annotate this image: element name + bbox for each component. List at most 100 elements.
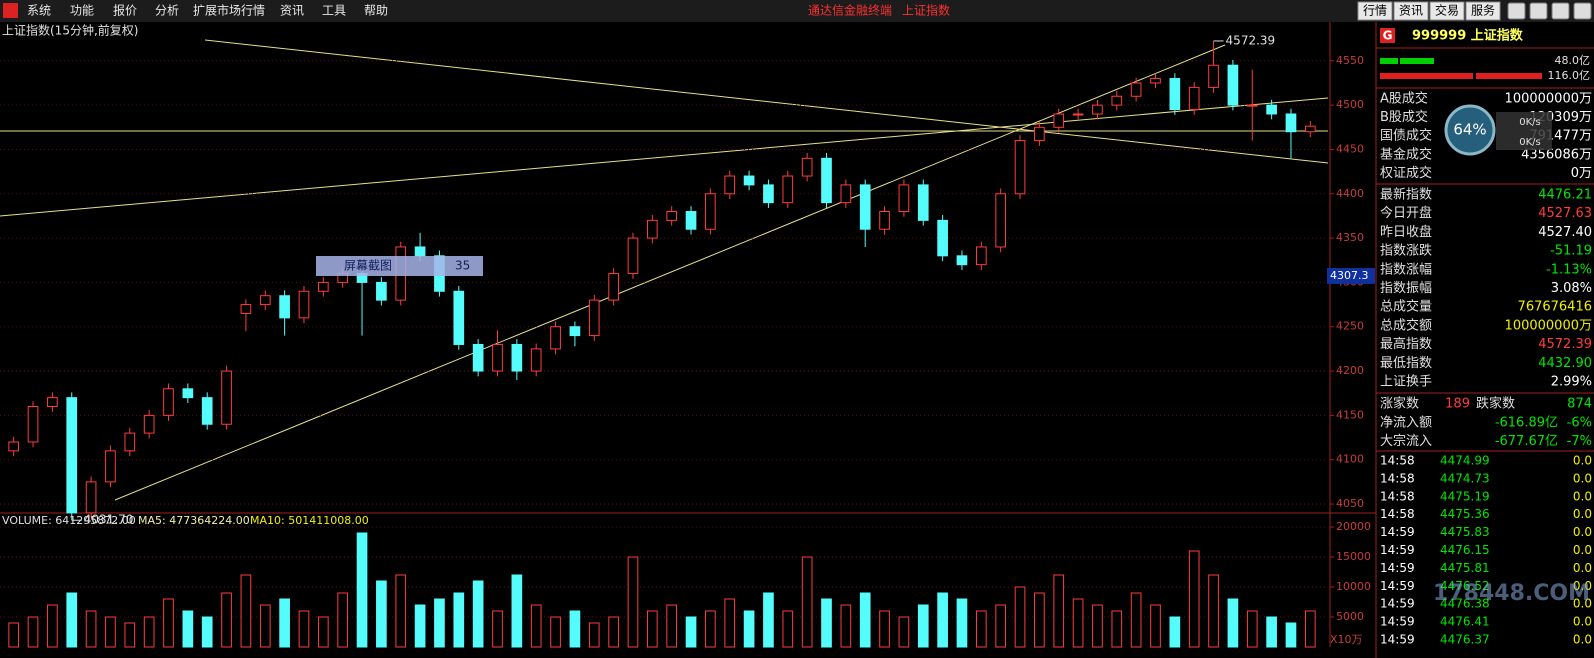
- candle-body: [840, 184, 852, 204]
- window-control[interactable]: [1529, 2, 1548, 20]
- inflow-bar: [1380, 58, 1398, 64]
- toolbar-button-label[interactable]: 服务: [1471, 3, 1495, 18]
- toolbar-button[interactable]: [1357, 1, 1393, 21]
- volume-bar: [550, 616, 561, 648]
- row-value: 100000000万: [1505, 318, 1592, 333]
- menu-item[interactable]: 功能: [70, 4, 94, 18]
- outflow-bar: [1476, 73, 1542, 79]
- toolbar-button[interactable]: [1429, 1, 1465, 21]
- volume-bar: [163, 598, 174, 648]
- chart-title: 上证指数(15分钟,前复权): [2, 23, 138, 38]
- y-tick-label: 5000: [1336, 610, 1364, 623]
- window-control[interactable]: [1573, 2, 1592, 20]
- volume-bar: [47, 604, 58, 648]
- toolbar-button[interactable]: [1393, 1, 1429, 21]
- badge-box: [1380, 28, 1395, 43]
- tick-price: 4476.37: [1440, 633, 1490, 647]
- toolbar-button[interactable]: [1465, 1, 1501, 21]
- candle-body: [1169, 78, 1181, 111]
- volume-bar: [201, 616, 213, 648]
- menu-item[interactable]: 报价: [113, 3, 137, 18]
- tick-volume: 0.0: [1573, 507, 1592, 521]
- toolbar-button-label[interactable]: 行情: [1363, 4, 1387, 18]
- candle-body: [1246, 104, 1258, 107]
- row-value: -677.67亿: [1495, 434, 1558, 449]
- ma5-label: MA5: 477364224.00: [138, 514, 250, 527]
- window-control[interactable]: [1507, 2, 1526, 20]
- candle-body: [221, 370, 232, 425]
- candle-body: [472, 343, 484, 372]
- cursor-label-box: [1327, 267, 1375, 284]
- candle-body: [143, 414, 155, 434]
- candle-body: [1150, 78, 1161, 84]
- tick-volume: 0.0: [1573, 454, 1592, 468]
- tick-price: 4474.99: [1440, 454, 1490, 468]
- volume-bar: [124, 622, 136, 648]
- volume-bar: [627, 556, 639, 648]
- volume-bar: [66, 592, 78, 648]
- menu-item[interactable]: 扩展市场行情: [193, 3, 265, 18]
- tick-time: 14:59: [1380, 525, 1415, 539]
- candle-body: [279, 295, 290, 319]
- menu-item[interactable]: 工具: [322, 4, 346, 18]
- volume-bar: [569, 610, 581, 648]
- candle-body: [259, 295, 271, 306]
- volume-bar: [1285, 622, 1297, 648]
- volume-bar: [240, 574, 252, 648]
- tick-time: 14:59: [1380, 579, 1415, 593]
- y-tick-label: 4550: [1336, 54, 1364, 67]
- tooltip-box: [316, 256, 483, 276]
- row-pct: -7%: [1567, 434, 1592, 449]
- volume-bar: [705, 610, 716, 648]
- toolbar-button-label[interactable]: 资讯: [1399, 4, 1423, 18]
- volume-bar: [840, 604, 852, 648]
- candle-body: [975, 246, 987, 266]
- speed-widget[interactable]: [1444, 104, 1496, 156]
- menu-item[interactable]: 资讯: [280, 4, 304, 18]
- y-tick-label: 4350: [1336, 231, 1364, 244]
- volume-bar: [646, 610, 658, 648]
- row-label: 指数涨跌: [1380, 243, 1432, 259]
- window-control[interactable]: [1551, 2, 1570, 20]
- toolbar-button-label[interactable]: 交易: [1435, 3, 1459, 18]
- volume-bar: [763, 592, 774, 648]
- menu-item[interactable]: 系统: [27, 4, 51, 18]
- candle-body: [646, 219, 658, 239]
- candle-body: [743, 175, 755, 186]
- row-label: B股成交: [1380, 109, 1428, 125]
- row-label: 大宗流入: [1380, 433, 1432, 449]
- volume-bar: [1092, 604, 1103, 648]
- menu-item[interactable]: 帮助: [364, 4, 388, 18]
- row-value: 100000000万: [1505, 92, 1592, 107]
- row-value: 0万: [1571, 166, 1592, 181]
- volume-bar: [1208, 574, 1219, 648]
- candle-body: [182, 388, 194, 399]
- row-value: -1.13%: [1546, 262, 1592, 277]
- volume-bar: [1169, 616, 1181, 648]
- volume-bar: [1266, 616, 1277, 648]
- candle-body: [550, 326, 561, 350]
- menu-item[interactable]: 分析: [155, 4, 179, 18]
- y-tick-label: 4200: [1336, 364, 1364, 377]
- candle-body: [1092, 104, 1103, 115]
- volume-bar: [492, 610, 503, 648]
- row-pct: -6%: [1567, 416, 1592, 431]
- volume-bar: [298, 610, 310, 648]
- tick-time: 14:59: [1380, 633, 1415, 647]
- row-value: 4572.39: [1538, 337, 1592, 352]
- speed-box: [1496, 112, 1552, 150]
- volume-bar: [801, 556, 813, 648]
- candle-body: [937, 219, 948, 257]
- tick-volume: 0.0: [1573, 543, 1592, 557]
- volume-bar: [530, 604, 542, 648]
- y-tick-label: 4450: [1336, 142, 1364, 155]
- candle-body: [492, 343, 503, 372]
- down-speed: 0K/s: [1519, 137, 1541, 148]
- candle-body: [685, 210, 697, 230]
- volume-label: VOLUME: 641295872.00: [2, 514, 136, 527]
- candle-body: [1304, 125, 1316, 133]
- candle-body: [8, 441, 20, 452]
- tick-volume: 0.0: [1573, 561, 1592, 575]
- tick-time: 14:59: [1380, 615, 1415, 629]
